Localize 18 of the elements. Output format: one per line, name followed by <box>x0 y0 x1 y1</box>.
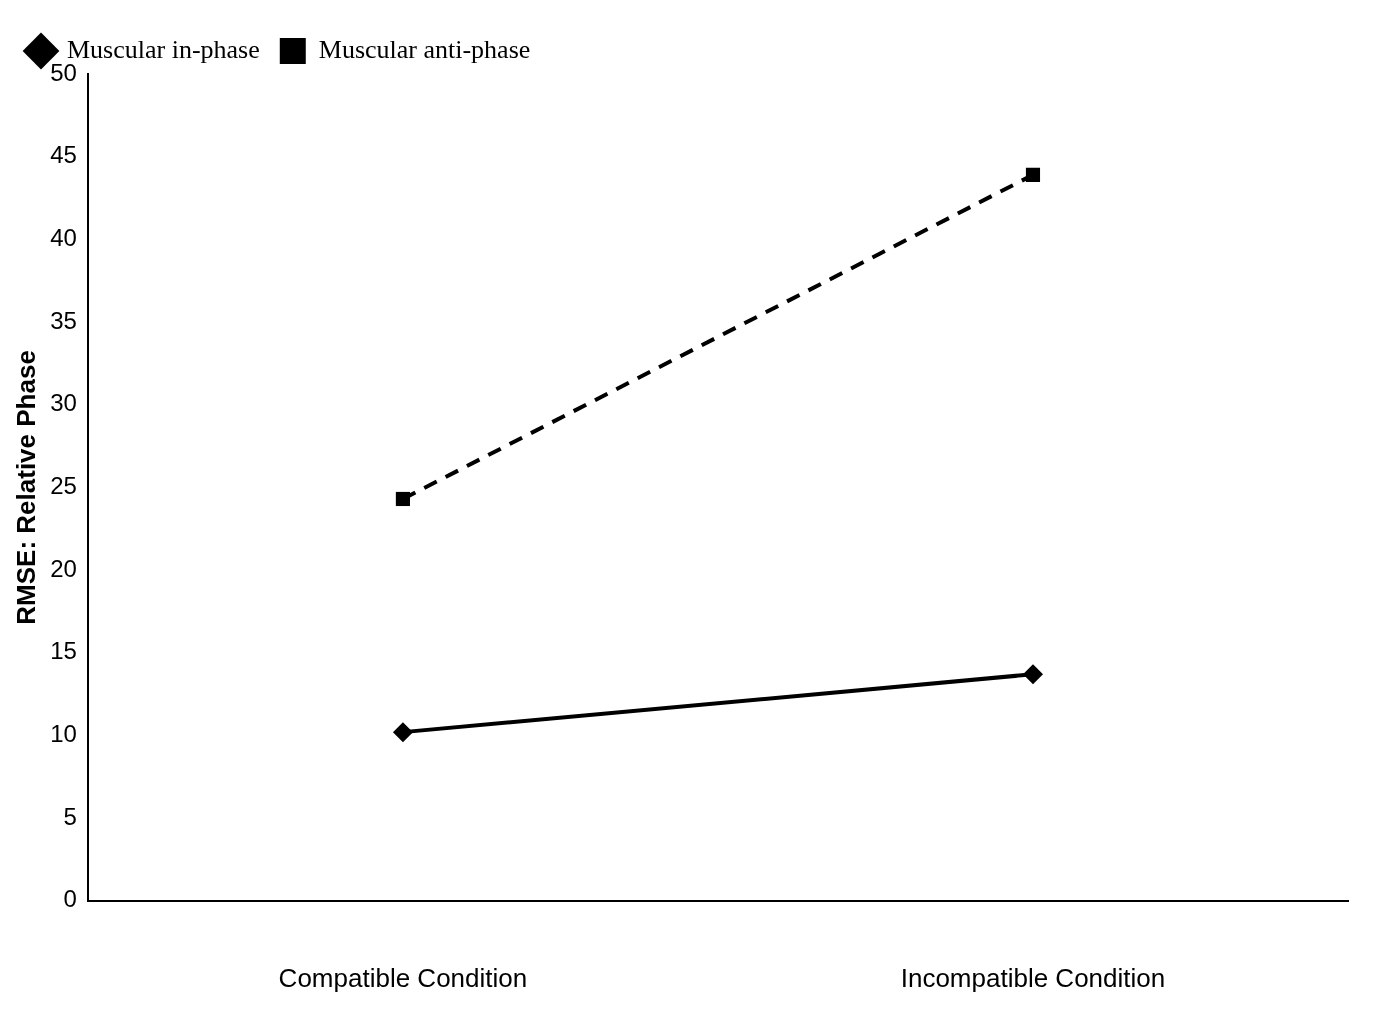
point <box>392 722 413 743</box>
y-axis-title: RMSE: Relative Phase <box>10 350 41 625</box>
x-tick-label: Incompatible Condition <box>900 962 1166 993</box>
y-tick-label: 25 <box>50 472 77 500</box>
point <box>1025 167 1041 182</box>
x-tick-label: Compatible Condition <box>278 962 528 993</box>
y-tick-label: 30 <box>50 389 77 417</box>
y-tick-label: 20 <box>50 554 77 582</box>
y-tick-label: 40 <box>50 223 77 251</box>
y-tick-label: 0 <box>63 885 77 913</box>
point <box>395 491 410 507</box>
y-tick-label: 15 <box>50 637 77 665</box>
y-tick-label: 45 <box>50 141 77 169</box>
legend-label: Muscular anti-phase <box>318 34 531 64</box>
y-tick-label: 35 <box>50 306 77 334</box>
y-tick-label: 10 <box>50 720 77 748</box>
point <box>1022 664 1043 685</box>
y-tick-label: 5 <box>63 802 77 830</box>
